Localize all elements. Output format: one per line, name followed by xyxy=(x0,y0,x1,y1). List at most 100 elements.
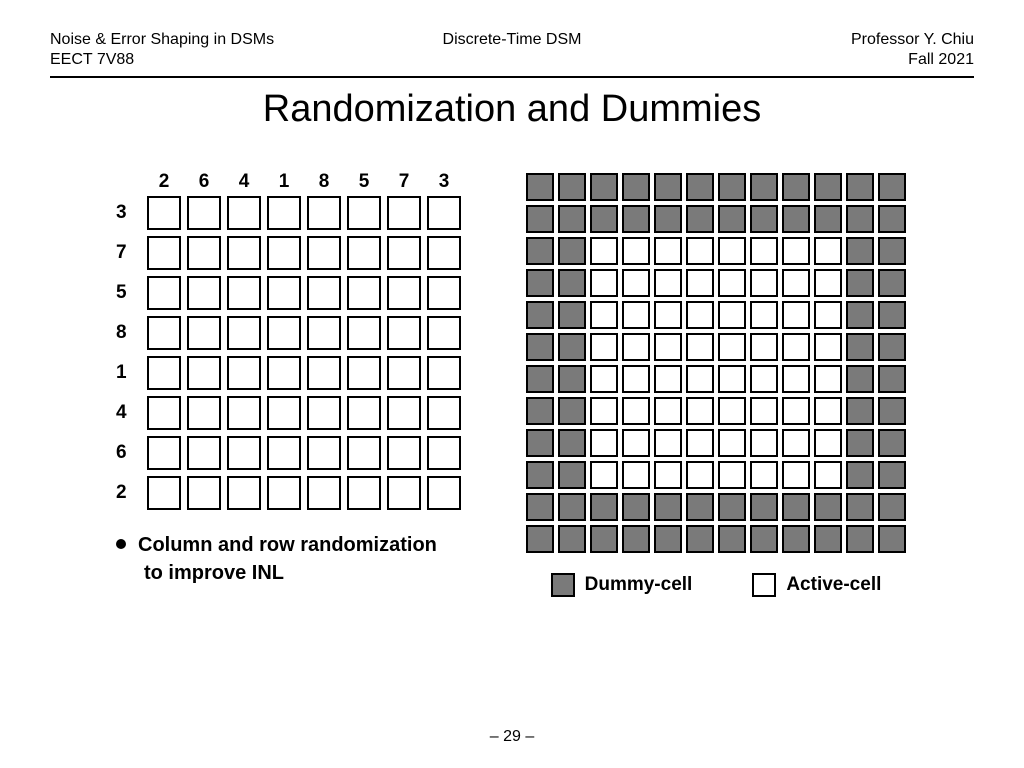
dummy-cell xyxy=(814,525,842,553)
active-cell xyxy=(622,429,650,457)
left-grid-cell xyxy=(307,196,341,230)
left-grid-cell xyxy=(147,396,181,430)
right-grid-row xyxy=(524,363,908,395)
dummy-cell xyxy=(590,173,618,201)
active-cell xyxy=(622,269,650,297)
active-cell xyxy=(622,461,650,489)
dummy-cell xyxy=(622,173,650,201)
left-grid-cell xyxy=(347,356,381,390)
page-number: – 29 – xyxy=(0,728,1024,746)
dummy-cell xyxy=(526,429,554,457)
left-grid-cell xyxy=(347,276,381,310)
header-left-line1: Noise & Error Shaping in DSMs xyxy=(50,30,358,50)
legend: Dummy-cell Active-cell xyxy=(524,573,908,597)
header-right: Professor Y. Chiu Fall 2021 xyxy=(666,30,974,70)
active-cell xyxy=(590,269,618,297)
active-cell xyxy=(622,301,650,329)
header-right-line2: Fall 2021 xyxy=(666,50,974,70)
active-cell xyxy=(782,237,810,265)
active-cell xyxy=(590,461,618,489)
legend-dummy: Dummy-cell xyxy=(551,573,693,597)
left-grid-cell xyxy=(307,476,341,510)
dummy-cell xyxy=(654,205,682,233)
left-grid-cell xyxy=(227,276,261,310)
dummy-cell xyxy=(814,493,842,521)
left-caption: Column and row randomization to improve … xyxy=(116,531,464,587)
row-label: 5 xyxy=(116,282,144,304)
right-grid-block: Dummy-cell Active-cell xyxy=(524,171,908,597)
left-grid-cell xyxy=(227,396,261,430)
left-grid-cell xyxy=(427,196,461,230)
dummy-cell xyxy=(526,301,554,329)
right-grid-row xyxy=(524,203,908,235)
dummy-cell xyxy=(558,205,586,233)
dummy-cell xyxy=(814,173,842,201)
column-label: 5 xyxy=(344,171,384,193)
active-cell xyxy=(750,269,778,297)
dummy-cell xyxy=(846,461,874,489)
dummy-cell xyxy=(750,173,778,201)
dummy-cell xyxy=(846,269,874,297)
left-grid-cell xyxy=(267,236,301,270)
active-cell xyxy=(686,269,714,297)
active-cell xyxy=(814,301,842,329)
dummy-cell xyxy=(782,525,810,553)
dummy-cell xyxy=(558,365,586,393)
header-rule xyxy=(50,76,974,78)
left-grid-row: 1 xyxy=(116,353,464,393)
dummy-cell xyxy=(526,205,554,233)
left-grid-cell xyxy=(387,316,421,350)
column-label: 1 xyxy=(264,171,304,193)
dummy-cell xyxy=(846,493,874,521)
row-label: 6 xyxy=(116,442,144,464)
right-grid-row xyxy=(524,459,908,491)
left-grid-block: 26418573 37581462 Column and row randomi… xyxy=(116,171,464,587)
dummy-cell xyxy=(718,205,746,233)
legend-dummy-label: Dummy-cell xyxy=(585,574,693,596)
active-cell xyxy=(718,333,746,361)
active-cell xyxy=(750,301,778,329)
active-cell xyxy=(686,301,714,329)
left-grid-row: 3 xyxy=(116,193,464,233)
active-cell xyxy=(686,333,714,361)
left-grid-cell xyxy=(347,236,381,270)
left-grid-cell xyxy=(347,476,381,510)
dummy-cell xyxy=(622,493,650,521)
dummy-cell xyxy=(558,301,586,329)
active-cell xyxy=(718,269,746,297)
left-grid-cell xyxy=(347,396,381,430)
active-cell xyxy=(814,397,842,425)
dummy-cell xyxy=(654,525,682,553)
left-grid-cell xyxy=(147,316,181,350)
left-grid-cell xyxy=(147,356,181,390)
dummy-cell xyxy=(878,493,906,521)
column-label: 4 xyxy=(224,171,264,193)
left-grid-cell xyxy=(307,236,341,270)
left-grid-cell xyxy=(187,396,221,430)
dummy-cell xyxy=(846,333,874,361)
active-cell xyxy=(782,301,810,329)
active-cell xyxy=(750,333,778,361)
dummy-cell xyxy=(782,205,810,233)
active-cell xyxy=(782,461,810,489)
right-grid-row xyxy=(524,395,908,427)
header-left-line2: EECT 7V88 xyxy=(50,50,358,70)
dummy-cell xyxy=(686,525,714,553)
dummy-cell xyxy=(878,429,906,457)
dummy-cell xyxy=(558,173,586,201)
active-cell xyxy=(590,237,618,265)
dummy-cell xyxy=(686,173,714,201)
left-grid-cell xyxy=(387,436,421,470)
dummy-cell xyxy=(526,461,554,489)
left-grid-cell xyxy=(427,356,461,390)
active-cell xyxy=(782,365,810,393)
right-grid-row xyxy=(524,171,908,203)
active-cell xyxy=(750,365,778,393)
active-cell xyxy=(782,333,810,361)
left-grid-rows: 37581462 xyxy=(116,193,464,513)
dummy-cell xyxy=(878,365,906,393)
dummy-cell xyxy=(846,397,874,425)
dummy-cell xyxy=(558,269,586,297)
left-grid-cell xyxy=(227,356,261,390)
column-labels: 26418573 xyxy=(144,171,464,193)
